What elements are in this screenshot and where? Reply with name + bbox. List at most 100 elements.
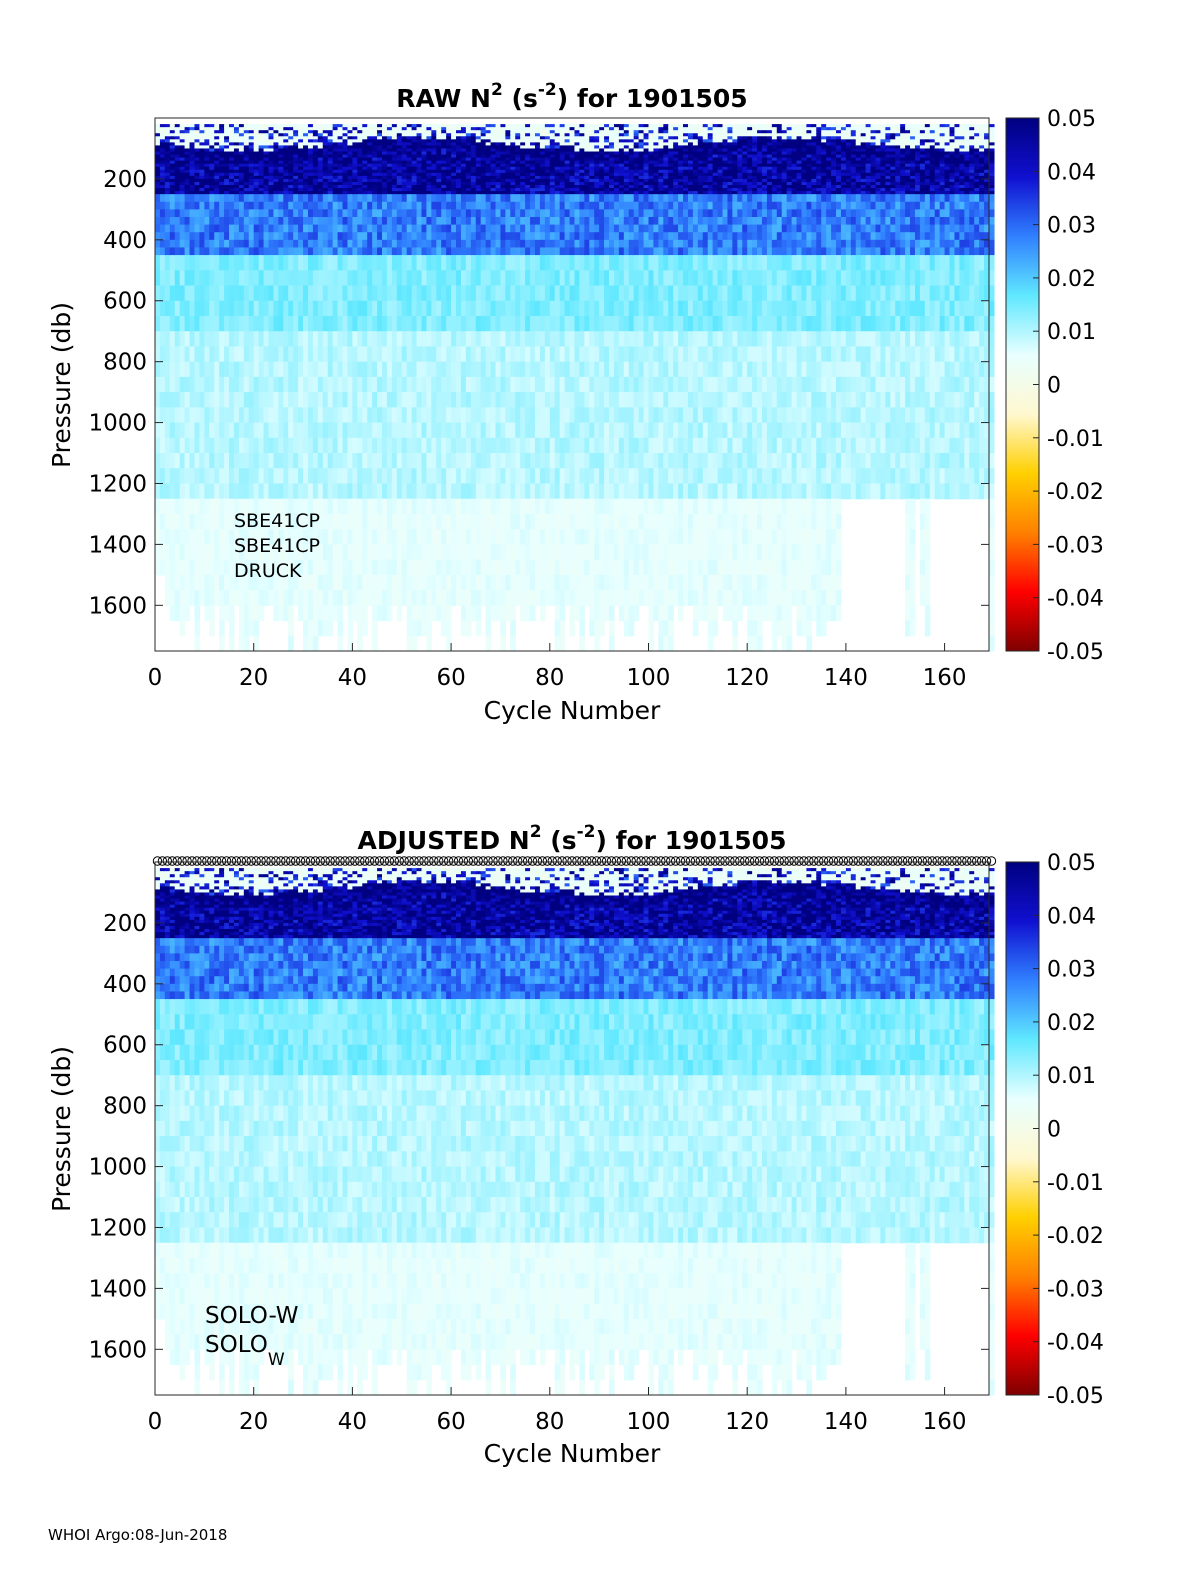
heatmap-cell xyxy=(564,216,571,226)
heatmap-cell xyxy=(490,513,497,530)
heatmap-cell xyxy=(248,559,255,576)
heatmap-cell xyxy=(268,255,275,271)
heatmap-cell xyxy=(530,315,536,332)
heatmap-cell xyxy=(475,331,482,348)
heatmap-cell xyxy=(406,239,413,249)
heatmap-cell xyxy=(174,346,181,363)
heatmap-cell xyxy=(214,178,220,183)
heatmap-cell xyxy=(451,468,457,485)
heatmap-cell xyxy=(243,160,250,165)
heatmap-cell xyxy=(317,590,324,606)
heatmap-cell xyxy=(327,529,334,545)
heatmap-cell xyxy=(155,172,161,177)
heatmap-cell xyxy=(258,188,265,192)
heatmap-cell xyxy=(505,407,511,424)
heatmap-cell xyxy=(312,194,319,203)
heatmap-cell xyxy=(288,239,294,249)
heatmap-cell xyxy=(312,529,319,545)
heatmap-cell xyxy=(238,224,245,233)
heatmap-cell xyxy=(293,166,299,171)
heatmap-cell xyxy=(525,139,531,143)
heatmap-cell xyxy=(278,270,284,287)
heatmap-cell xyxy=(544,157,551,162)
heatmap-cell xyxy=(441,185,447,189)
heatmap-cell xyxy=(238,163,245,168)
heatmap-cell xyxy=(579,142,585,147)
heatmap-cell xyxy=(510,605,516,622)
heatmap-cell xyxy=(303,529,309,545)
heatmap-cell xyxy=(465,392,472,408)
heatmap-cell xyxy=(525,346,531,363)
heatmap-cell xyxy=(436,346,442,363)
heatmap-cell xyxy=(525,154,531,159)
heatmap-cell xyxy=(367,216,373,226)
heatmap-cell xyxy=(248,331,255,348)
heatmap-cell xyxy=(337,130,344,134)
heatmap-cell xyxy=(159,175,166,180)
heatmap-cell xyxy=(204,605,210,622)
heatmap-cell xyxy=(431,437,437,454)
heatmap-cell xyxy=(520,127,526,131)
heatmap-cell xyxy=(426,163,432,168)
heatmap-cell xyxy=(480,209,487,218)
heatmap-cell xyxy=(283,453,289,469)
heatmap-cell xyxy=(283,157,289,162)
heatmap-cell xyxy=(441,178,447,183)
heatmap-cell xyxy=(411,166,418,171)
heatmap-cell xyxy=(273,247,279,256)
heatmap-cell xyxy=(382,331,388,348)
heatmap-cell xyxy=(475,178,482,183)
heatmap-cell xyxy=(569,620,576,637)
heatmap-cell xyxy=(544,331,551,348)
heatmap-cell xyxy=(441,468,447,485)
heatmap-cell xyxy=(159,148,166,153)
heatmap-cell xyxy=(520,142,526,147)
heatmap-cell xyxy=(184,513,191,530)
heatmap-cell xyxy=(421,468,428,485)
heatmap-cell xyxy=(490,300,497,317)
heatmap-cell xyxy=(233,239,240,249)
heatmap-cell xyxy=(233,331,240,348)
heatmap-cell xyxy=(470,224,477,233)
heatmap-cell xyxy=(159,201,166,210)
heatmap-cell xyxy=(327,154,334,159)
heatmap-cell xyxy=(209,255,215,271)
heatmap-cell xyxy=(229,145,235,150)
heatmap-cell xyxy=(303,453,309,469)
heatmap-cell xyxy=(377,172,383,177)
heatmap-cell xyxy=(564,185,571,189)
heatmap-cell xyxy=(347,285,353,302)
heatmap-cell xyxy=(169,483,176,500)
heatmap-cell xyxy=(386,232,393,241)
heatmap-cell xyxy=(362,181,368,186)
heatmap-cell xyxy=(465,346,472,363)
heatmap-cell xyxy=(485,145,492,150)
heatmap-cell xyxy=(520,498,526,515)
heatmap-cell xyxy=(248,498,255,515)
heatmap-cell xyxy=(549,178,556,183)
heatmap-cell xyxy=(386,529,393,545)
heatmap-cell xyxy=(174,209,181,218)
heatmap-cell xyxy=(248,590,255,606)
heatmap-cell xyxy=(229,392,235,408)
heatmap-cell xyxy=(209,166,215,171)
heatmap-cell xyxy=(485,185,492,189)
heatmap-cell xyxy=(327,285,334,302)
heatmap-cell xyxy=(564,437,571,454)
heatmap-cell xyxy=(446,407,452,424)
heatmap-cell xyxy=(534,142,541,147)
heatmap-cell xyxy=(283,224,289,233)
heatmap-cell xyxy=(426,148,432,153)
heatmap-cell xyxy=(303,139,309,143)
heatmap-cell xyxy=(451,160,457,165)
heatmap-cell xyxy=(357,166,363,171)
heatmap-cell xyxy=(426,635,432,652)
heatmap-cell xyxy=(243,166,250,171)
heatmap-cell xyxy=(416,544,423,561)
heatmap-cell xyxy=(327,574,334,591)
heatmap-cell xyxy=(372,422,378,439)
heatmap-cell xyxy=(283,574,289,591)
heatmap-cell xyxy=(500,185,506,189)
heatmap-cell xyxy=(352,574,358,591)
heatmap-cell xyxy=(401,376,408,393)
